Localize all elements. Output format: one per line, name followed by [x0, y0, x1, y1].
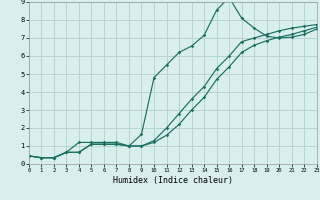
- X-axis label: Humidex (Indice chaleur): Humidex (Indice chaleur): [113, 176, 233, 185]
